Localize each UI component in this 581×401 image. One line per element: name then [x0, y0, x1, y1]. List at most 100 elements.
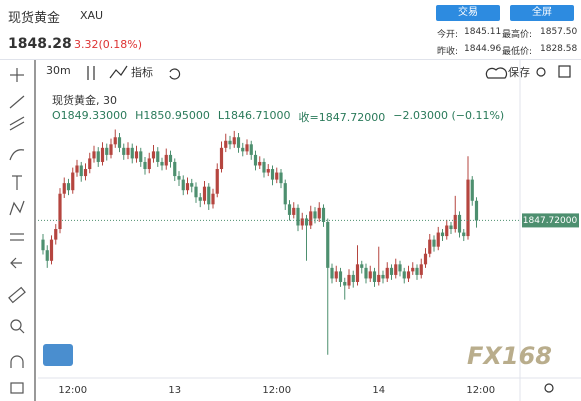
- legend-item: −2.03000 (−0.11%): [393, 109, 505, 122]
- candle-body: [355, 264, 360, 282]
- stat-label: 昨收:: [437, 47, 459, 57]
- candle-body: [109, 144, 113, 155]
- candle-body: [313, 211, 317, 219]
- candle-body: [283, 183, 287, 205]
- candle-body: [211, 193, 215, 205]
- stat-label: 今开:: [437, 30, 459, 40]
- candle-body: [275, 172, 279, 180]
- candle-body: [224, 140, 228, 148]
- candle-body: [330, 267, 334, 279]
- candle-body: [173, 161, 177, 177]
- candle-body: [253, 154, 258, 166]
- candle-body: [143, 161, 147, 170]
- candle-body: [168, 154, 173, 162]
- candle-body: [343, 281, 347, 286]
- candle-body: [445, 225, 449, 237]
- candle-body: [156, 151, 160, 162]
- price: 1848.28: [8, 36, 72, 52]
- candle-body: [190, 183, 194, 187]
- stat-label: 最低价:: [502, 47, 533, 57]
- candle-body: [232, 137, 236, 145]
- candle-body: [368, 271, 372, 279]
- candle-body: [258, 161, 262, 166]
- candle-body: [296, 207, 300, 226]
- indicators[interactable]: 指标: [131, 66, 153, 79]
- candle-body: [198, 197, 202, 201]
- candle-body: [338, 271, 343, 282]
- candle-body: [134, 151, 139, 159]
- left-toolbar: [8, 60, 571, 401]
- candle-body: [440, 232, 445, 237]
- candle-body: [219, 147, 224, 170]
- candle-body: [62, 183, 66, 194]
- candle-body: [419, 264, 423, 275]
- divider: [0, 59, 581, 60]
- candle-body: [398, 264, 402, 272]
- candle-body: [249, 144, 253, 155]
- stat-value: 1828.58: [540, 44, 578, 54]
- candle-body: [147, 158, 151, 170]
- candle-body: [364, 267, 368, 279]
- candle-body: [105, 147, 109, 155]
- interval[interactable]: 30m: [46, 64, 71, 77]
- candle-body: [241, 147, 245, 152]
- candle-body: [266, 169, 270, 173]
- candle-body: [126, 147, 130, 155]
- trade-button[interactable]: 交易: [436, 5, 500, 21]
- candle-body: [245, 144, 249, 152]
- candle-body: [347, 274, 351, 286]
- candle-body: [292, 207, 296, 215]
- x-tick-label: 12:00: [58, 385, 87, 396]
- candle-body: [75, 165, 79, 173]
- candle-body: [317, 207, 321, 219]
- candle-body: [287, 204, 292, 215]
- candle-body: [449, 225, 453, 230]
- candle-body: [415, 267, 419, 275]
- candle-body: [381, 274, 385, 279]
- candle-body: [202, 186, 207, 201]
- candle-body: [300, 218, 304, 226]
- candle-body: [117, 137, 122, 148]
- candle-body: [406, 271, 411, 279]
- candle-body: [79, 165, 83, 177]
- candle-body: [130, 147, 134, 159]
- candle-body: [351, 274, 355, 282]
- candle-body: [457, 214, 462, 233]
- candle-body: [334, 271, 338, 279]
- candle-body: [474, 200, 479, 221]
- candle-body: [160, 161, 164, 166]
- candle-body: [279, 172, 283, 184]
- change: 3.32(0.18%): [74, 38, 143, 51]
- candle-body: [453, 214, 457, 230]
- candle-body: [432, 239, 436, 247]
- candle-body: [113, 137, 117, 145]
- fullscreen-button[interactable]: 全屏: [510, 5, 574, 21]
- candle-body: [92, 151, 96, 159]
- last-price-box: [522, 213, 579, 228]
- stat-label: 最高价:: [502, 30, 533, 40]
- candle-body: [436, 232, 440, 247]
- save[interactable]: 保存: [508, 66, 530, 79]
- candle-body: [360, 264, 364, 268]
- candle-body: [122, 147, 126, 155]
- candle-body: [45, 250, 49, 261]
- candle-body: [321, 207, 326, 222]
- x-tick-label: 12:00: [262, 385, 291, 396]
- x-tick-label: 13: [168, 385, 181, 396]
- candle-body: [58, 193, 62, 230]
- legend-item: 收=1847.72000: [298, 111, 386, 124]
- candle-body: [389, 267, 394, 275]
- candle-body: [236, 137, 241, 148]
- candle-body: [207, 186, 211, 205]
- candle-body: [228, 140, 232, 145]
- stat-value: 1844.96: [464, 44, 502, 54]
- candle-body: [83, 169, 88, 177]
- candle-body: [41, 239, 45, 251]
- candle-body: [394, 264, 398, 275]
- candle-body: [96, 151, 100, 162]
- candle-body: [66, 183, 71, 191]
- candle-body: [385, 267, 389, 279]
- stat-value: 1845.11: [464, 27, 502, 37]
